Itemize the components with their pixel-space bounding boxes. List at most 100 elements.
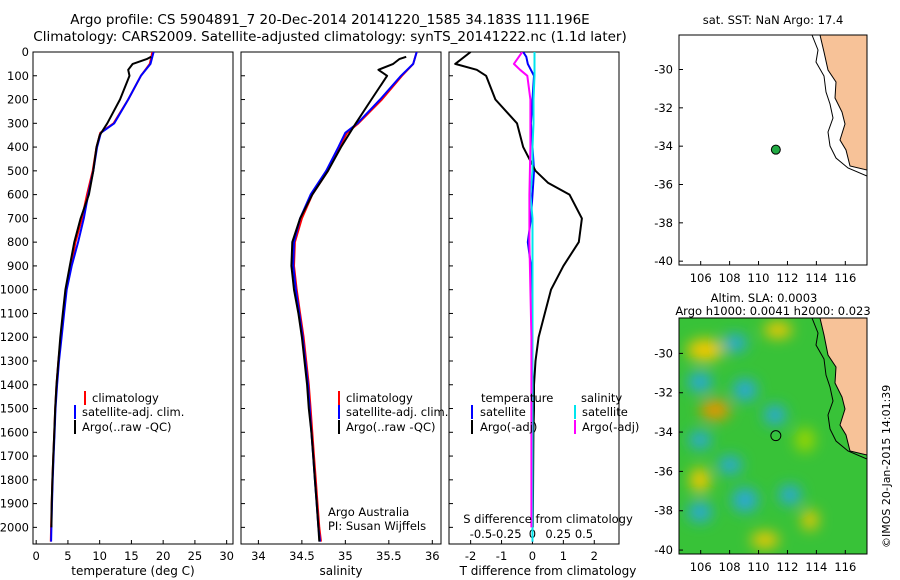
series-line-salinity-satellite bbox=[529, 52, 536, 542]
location-map-axes: 106 108 110 112 114 116 -30 -32 -34 -36 -38 -40 bbox=[654, 63, 856, 286]
x-tick-label: 25 bbox=[188, 549, 203, 563]
lat-tick-label: -40 bbox=[654, 254, 673, 268]
salinity-legend: climatology satellite-adj. clim. Argo(..… bbox=[338, 391, 448, 434]
depth-tick-label: 400 bbox=[7, 140, 29, 154]
lat-tick-label: -34 bbox=[654, 139, 673, 153]
lat-tick-label: -36 bbox=[654, 464, 673, 478]
x-tick-label: 36 bbox=[425, 549, 440, 563]
sla-land-polygon bbox=[819, 318, 867, 456]
sla-map-axes: 106 108 110 112 114 116 -30 -32 -34 -36 -38 -40 bbox=[654, 346, 856, 574]
legend-label-climatology: climatology bbox=[92, 391, 159, 405]
sla-map: Altim. SLA: 0.0003 Argo h1000: 0.0041 h2… bbox=[654, 291, 870, 574]
salinity-profiles bbox=[290, 52, 418, 542]
location-map-coast bbox=[811, 35, 867, 177]
series-line-argo-raw-qc- bbox=[290, 55, 407, 542]
lat-tick-label: -36 bbox=[654, 178, 673, 192]
x-tick-label: 34.5 bbox=[289, 549, 315, 563]
temperature-panel: 0100200300400500600700800900100011001200… bbox=[0, 45, 234, 578]
lon-tick-label: 114 bbox=[805, 271, 827, 285]
x-tick-label: -2 bbox=[465, 549, 476, 563]
s-difference-x-axis: -0.5 -0.25 0 0.25 0.5 bbox=[470, 527, 593, 541]
lon-tick-label: 108 bbox=[719, 271, 741, 285]
depth-tick-label: 2000 bbox=[0, 520, 29, 534]
lat-tick-label: -32 bbox=[654, 101, 673, 115]
t-difference-x-axis: -2 -1 0 1 2 bbox=[449, 51, 598, 563]
legend-label-t-satellite: satellite bbox=[480, 405, 526, 419]
depth-tick-label: 700 bbox=[7, 211, 29, 225]
legend-label-satellite: satellite-adj. clim. bbox=[82, 405, 184, 419]
s-difference-x-label: S difference from climatology bbox=[463, 512, 633, 526]
sla-title-line1: Altim. SLA: 0.0003 bbox=[711, 291, 818, 305]
series-line-argo-raw-qc- bbox=[50, 55, 152, 528]
sla-shelf-contour bbox=[811, 318, 867, 460]
legend-label-t-argo: Argo(-adj) bbox=[480, 420, 537, 434]
series-line-salinity-argo-adj- bbox=[512, 52, 533, 528]
salinity-axes-frame bbox=[240, 51, 442, 545]
depth-tick-label: 1100 bbox=[0, 306, 29, 320]
x-tick-label: 5 bbox=[64, 549, 71, 563]
lat-tick-label: -38 bbox=[654, 504, 673, 518]
land-polygon bbox=[819, 35, 867, 171]
temperature-legend: climatology satellite-adj. clim. Argo(..… bbox=[74, 391, 184, 434]
imos-timestamp: ©IMOS 20-Jan-2015 14:01:39 bbox=[880, 384, 893, 548]
figure-title-line1: Argo profile: CS 5904891_7 20-Dec-2014 2… bbox=[70, 12, 590, 28]
x-tick-label: 0 bbox=[33, 549, 40, 563]
legend-title-temperature: temperature bbox=[481, 391, 553, 405]
legend-label-s-argo: Argo(-adj) bbox=[582, 420, 639, 434]
legend-label-satellite: satellite-adj. clim. bbox=[346, 405, 448, 419]
sla-field bbox=[679, 318, 867, 554]
depth-tick-label: 1400 bbox=[0, 378, 29, 392]
temperature-x-axis: 0 5 10 15 20 25 30 bbox=[33, 540, 234, 563]
depth-tick-label: 1500 bbox=[0, 402, 29, 416]
temperature-axes-frame bbox=[32, 51, 234, 545]
difference-panel: -2 -1 0 1 2 -0.5 -0.25 0 0.25 0.5 T difference f… bbox=[448, 51, 639, 578]
depth-tick-label: 1000 bbox=[0, 283, 29, 297]
shelf-contour bbox=[811, 35, 867, 177]
lon-tick-label: 108 bbox=[719, 560, 741, 574]
depth-axis: 0 100 200 300 400 500 600 700 800 900 1000 1100 1200… bbox=[0, 45, 37, 534]
lat-tick-label: -32 bbox=[654, 386, 673, 400]
depth-tick-label: 1300 bbox=[0, 354, 29, 368]
salinity-x-label: salinity bbox=[319, 564, 362, 578]
depth-tick-label: 1700 bbox=[0, 449, 29, 463]
lat-tick-label: -30 bbox=[654, 63, 673, 77]
lon-tick-label: 106 bbox=[690, 271, 712, 285]
lon-tick-label: 110 bbox=[748, 560, 770, 574]
s-diff-tick-label: 0.5 bbox=[575, 527, 593, 541]
series-line-temperature-argo-adj- bbox=[454, 52, 583, 528]
legend-title-salinity: salinity bbox=[581, 391, 622, 405]
lat-tick-label: -34 bbox=[654, 425, 673, 439]
legend-label-s-satellite: satellite bbox=[582, 405, 628, 419]
location-map-frame bbox=[678, 34, 868, 266]
pi-annotation-line1: Argo Australia bbox=[328, 505, 409, 519]
x-tick-label: 35.5 bbox=[376, 549, 402, 563]
s-diff-tick-label: 0.25 bbox=[545, 527, 571, 541]
depth-tick-label: 1900 bbox=[0, 497, 29, 511]
x-tick-label: 35 bbox=[338, 549, 353, 563]
x-tick-label: 10 bbox=[92, 549, 107, 563]
lon-tick-label: 114 bbox=[805, 560, 827, 574]
legend-label-climatology: climatology bbox=[346, 391, 413, 405]
x-tick-label: 2 bbox=[591, 549, 598, 563]
sla-float-marker bbox=[770, 430, 782, 442]
salinity-panel: 34 34.5 35 35.5 36 salinity climatology sate… bbox=[240, 51, 448, 578]
depth-tick-label: 0 bbox=[22, 45, 29, 59]
lon-tick-label: 116 bbox=[834, 271, 856, 285]
temperature-profiles bbox=[49, 52, 155, 542]
sla-map-frame bbox=[678, 317, 868, 555]
depth-tick-label: 600 bbox=[7, 188, 29, 202]
depth-tick-label: 300 bbox=[7, 116, 29, 130]
lon-tick-label: 112 bbox=[776, 271, 798, 285]
salinity-x-axis: 34 34.5 35 35.5 36 bbox=[241, 51, 440, 563]
lat-tick-label: -40 bbox=[654, 543, 673, 557]
depth-tick-label: 800 bbox=[7, 235, 29, 249]
s-diff-tick-label: -0.25 bbox=[492, 527, 522, 541]
legend-label-argo: Argo(..raw -QC) bbox=[82, 420, 172, 434]
x-tick-label: 15 bbox=[124, 549, 139, 563]
sla-title-line2: Argo h1000: 0.0041 h2000: 0.023 bbox=[675, 304, 870, 318]
legend-label-argo: Argo(..raw -QC) bbox=[346, 420, 436, 434]
figure-title-line2: Climatology: CARS2009. Satellite-adjuste… bbox=[33, 29, 627, 45]
difference-profiles bbox=[454, 52, 583, 542]
lon-tick-label: 116 bbox=[834, 560, 856, 574]
difference-legend: temperature salinity satellite Argo(-adj… bbox=[471, 391, 639, 434]
